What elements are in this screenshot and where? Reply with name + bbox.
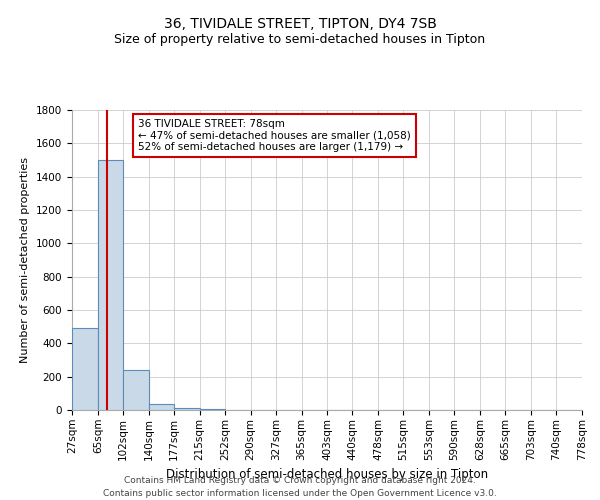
Text: 36, TIVIDALE STREET, TIPTON, DY4 7SB: 36, TIVIDALE STREET, TIPTON, DY4 7SB	[164, 18, 436, 32]
Text: Size of property relative to semi-detached houses in Tipton: Size of property relative to semi-detach…	[115, 32, 485, 46]
Bar	[123, 370, 149, 410]
Text: Contains HM Land Registry data © Crown copyright and database right 2024.
Contai: Contains HM Land Registry data © Crown c…	[103, 476, 497, 498]
Bar	[98, 160, 123, 410]
Bar	[149, 404, 174, 410]
Y-axis label: Number of semi-detached properties: Number of semi-detached properties	[20, 157, 31, 363]
Bar	[174, 408, 200, 410]
Text: 36 TIVIDALE STREET: 78sqm
← 47% of semi-detached houses are smaller (1,058)
52% : 36 TIVIDALE STREET: 78sqm ← 47% of semi-…	[139, 119, 411, 152]
Bar	[72, 328, 98, 410]
Bar	[200, 409, 225, 410]
X-axis label: Distribution of semi-detached houses by size in Tipton: Distribution of semi-detached houses by …	[166, 468, 488, 481]
